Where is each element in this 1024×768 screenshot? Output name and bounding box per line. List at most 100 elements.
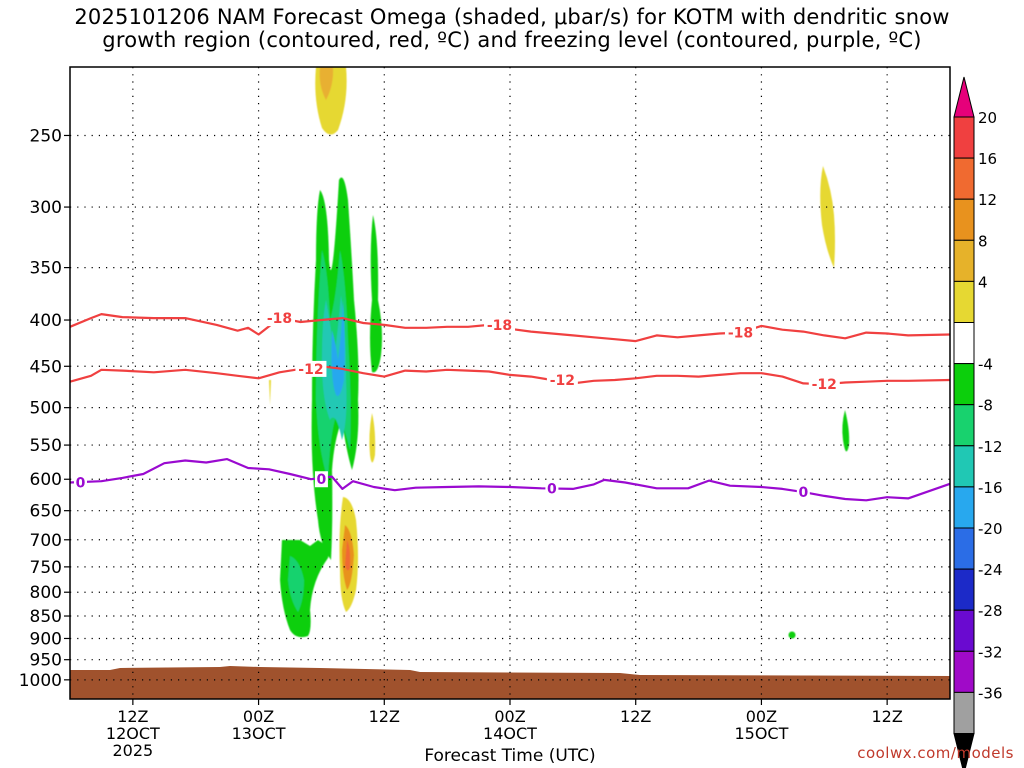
ytick-label-400: 400 xyxy=(30,311,62,331)
contour-label-bg-0-2 xyxy=(724,324,756,341)
contour-label-0-2: -18 xyxy=(728,326,753,342)
chart-title: 2025101206 NAM Forecast Omega (shaded, μ… xyxy=(0,6,1024,52)
ytick-label-250: 250 xyxy=(30,126,62,146)
ytick-label-900: 900 xyxy=(30,629,62,649)
omega-blob-lower-sinking-core xyxy=(288,556,304,612)
omega-blob-main-sinking-core xyxy=(331,300,345,396)
colorbar-label-11: -28 xyxy=(978,602,1003,620)
colorbar-box-5 xyxy=(953,322,975,365)
contour-label-1-0: -12 xyxy=(298,362,323,378)
colorbar-bottom-arrow xyxy=(953,733,975,768)
ytick-label-850: 850 xyxy=(30,607,62,627)
colorbar-box-0 xyxy=(953,116,975,159)
colorbar-box-6 xyxy=(953,363,975,406)
contour-label-0-0: -18 xyxy=(267,311,292,327)
omega-blob-upper-rising-core xyxy=(319,67,334,100)
colorbar-box-3 xyxy=(953,239,975,282)
ytick-label-450: 450 xyxy=(30,357,62,377)
omega-blob-dot xyxy=(788,631,796,639)
contour-label-bg-2-1 xyxy=(314,471,328,488)
colorbar-box-8 xyxy=(953,445,975,488)
xtick-label-1-1: 13OCT xyxy=(232,724,286,743)
ytick-label-950: 950 xyxy=(30,651,62,671)
ytick-label-1000: 1000 xyxy=(19,671,62,691)
xtick-label-3-1: 14OCT xyxy=(483,724,537,743)
xtick-label-0-2: 2025 xyxy=(112,741,153,760)
contour-label-1-2: -12 xyxy=(812,377,837,393)
contour-labels: -18 -18 -18 -12 -12 -12 0 0 0 0 xyxy=(73,310,840,501)
ytick-label-500: 500 xyxy=(30,399,62,419)
xtick-label-0-1: 12OCT xyxy=(106,724,160,743)
contour-label-bg-0-0 xyxy=(264,310,296,327)
omega-blob-thin-sinking xyxy=(370,215,382,373)
colorbar-box-7 xyxy=(953,404,975,447)
ytick-label-650: 650 xyxy=(30,502,62,522)
contour-label-bg-1-1 xyxy=(546,371,578,388)
y-axis: 2503003504004505005506006507007508008509… xyxy=(19,126,70,691)
xtick-label-1-0: 00Z xyxy=(243,707,274,726)
colorbar-top-arrow xyxy=(953,76,975,118)
colorbar-box-12 xyxy=(953,609,975,652)
xtick-label-2-0: 12Z xyxy=(369,707,400,726)
omega-blob-lower-rising-peak xyxy=(345,540,351,571)
ytick-label-550: 550 xyxy=(30,436,62,456)
contour-label-2-1: 0 xyxy=(317,472,327,488)
colorbar-box-10 xyxy=(953,527,975,570)
contour-label-bg-2-0 xyxy=(73,474,87,491)
colorbar-label-7: -12 xyxy=(978,438,1003,456)
colorbar-label-5: -4 xyxy=(978,356,993,374)
omega-shading xyxy=(269,67,850,639)
contour-label-0-1: -18 xyxy=(487,318,512,334)
terrain-fill xyxy=(70,666,950,699)
colorbar-label-10: -24 xyxy=(978,561,1003,579)
colorbar-label-9: -20 xyxy=(978,520,1003,538)
ytick-label-600: 600 xyxy=(30,470,62,490)
watermark: coolwx.com/models xyxy=(857,744,1014,762)
contour-label-2-2: 0 xyxy=(547,481,557,497)
colorbar-label-1: 16 xyxy=(978,150,997,168)
colorbar-box-9 xyxy=(953,486,975,529)
colorbar: 20 16 12 8 4 -4 -8 -12 -16 -20 -24 -28 -32 -36 xyxy=(953,76,1003,768)
contour-label-bg-2-3 xyxy=(796,484,810,501)
omega-blob-sliver-2 xyxy=(269,380,271,405)
ytick-label-750: 750 xyxy=(30,558,62,578)
contour-line-1 xyxy=(69,365,951,386)
ytick-label-300: 300 xyxy=(30,198,62,218)
colorbar-label-8: -16 xyxy=(978,479,1003,497)
xtick-label-6-0: 12Z xyxy=(871,707,902,726)
x-axis-title: Forecast Time (UTC) xyxy=(424,746,596,766)
colorbar-label-12: -32 xyxy=(978,643,1003,661)
contour-label-2-3: 0 xyxy=(798,485,808,501)
omega-blob-sliver-1 xyxy=(369,413,376,463)
ytick-label-350: 350 xyxy=(30,259,62,279)
colorbar-box-14 xyxy=(953,691,975,735)
colorbar-box-13 xyxy=(953,650,975,693)
colorbar-box-11 xyxy=(953,568,975,611)
contour-label-bg-0-1 xyxy=(484,316,516,333)
omega-blob-right-rising xyxy=(820,166,835,268)
colorbar-label-13: -36 xyxy=(978,684,1003,702)
colorbar-label-3: 8 xyxy=(978,232,988,250)
contour-label-bg-1-2 xyxy=(808,376,840,393)
colorbar-label-2: 12 xyxy=(978,191,997,209)
xtick-label-5-0: 00Z xyxy=(746,707,777,726)
omega-blob-right-sinking xyxy=(842,410,850,452)
title-line-1: 2025101206 NAM Forecast Omega (shaded, μ… xyxy=(74,5,950,29)
xtick-label-3-0: 00Z xyxy=(494,707,525,726)
title-line-2: growth region (contoured, red, ºC) and f… xyxy=(102,28,922,52)
colorbar-label-4: 4 xyxy=(978,273,988,291)
colorbar-box-1 xyxy=(953,157,975,200)
colorbar-box-4 xyxy=(953,280,975,323)
xtick-label-5-1: 15OCT xyxy=(734,724,788,743)
contour-label-2-0: 0 xyxy=(76,476,86,492)
contour-label-bg-2-2 xyxy=(545,480,559,497)
colorbar-label-6: -8 xyxy=(978,397,993,415)
contour-label-1-1: -12 xyxy=(550,373,575,389)
xtick-label-4-0: 12Z xyxy=(620,707,651,726)
colorbar-label-0: 20 xyxy=(978,109,997,127)
contour-label-bg-1-0 xyxy=(295,360,327,377)
ytick-label-700: 700 xyxy=(30,531,62,551)
xtick-label-0-0: 12Z xyxy=(117,707,148,726)
